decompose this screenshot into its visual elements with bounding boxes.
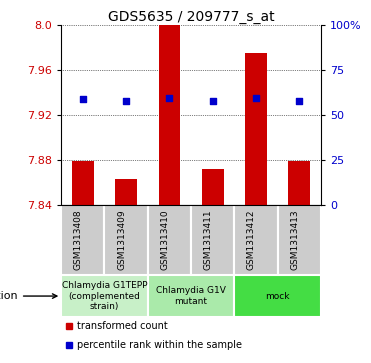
Point	[210, 98, 216, 103]
Bar	[148, 205, 191, 275]
Bar	[61, 205, 105, 275]
Point	[296, 98, 302, 103]
Bar	[159, 25, 180, 205]
Bar	[191, 205, 234, 275]
Text: transformed count: transformed count	[77, 321, 168, 331]
Bar	[115, 179, 137, 205]
Text: infection: infection	[0, 291, 57, 301]
Text: GSM1313411: GSM1313411	[204, 210, 213, 270]
Text: Chlamydia G1TEPP
(complemented
strain): Chlamydia G1TEPP (complemented strain)	[62, 281, 147, 311]
Bar	[61, 275, 148, 317]
Text: Chlamydia G1V
mutant: Chlamydia G1V mutant	[156, 286, 226, 306]
Point	[167, 95, 173, 101]
Text: GSM1313413: GSM1313413	[290, 210, 299, 270]
Bar	[289, 161, 310, 205]
Title: GDS5635 / 209777_s_at: GDS5635 / 209777_s_at	[108, 11, 275, 24]
Point	[123, 98, 129, 103]
Bar	[202, 169, 224, 205]
Bar	[234, 275, 321, 317]
Bar	[245, 53, 267, 205]
Point	[80, 97, 86, 102]
Text: GSM1313408: GSM1313408	[74, 210, 83, 270]
Text: GSM1313412: GSM1313412	[247, 210, 256, 270]
Text: GSM1313410: GSM1313410	[160, 210, 170, 270]
Bar	[234, 205, 278, 275]
Bar	[278, 205, 321, 275]
Text: GSM1313409: GSM1313409	[117, 210, 126, 270]
Bar	[72, 161, 93, 205]
Bar	[148, 275, 234, 317]
Text: percentile rank within the sample: percentile rank within the sample	[77, 340, 242, 350]
Text: mock: mock	[265, 291, 290, 301]
Bar	[105, 205, 148, 275]
Point	[253, 95, 259, 101]
